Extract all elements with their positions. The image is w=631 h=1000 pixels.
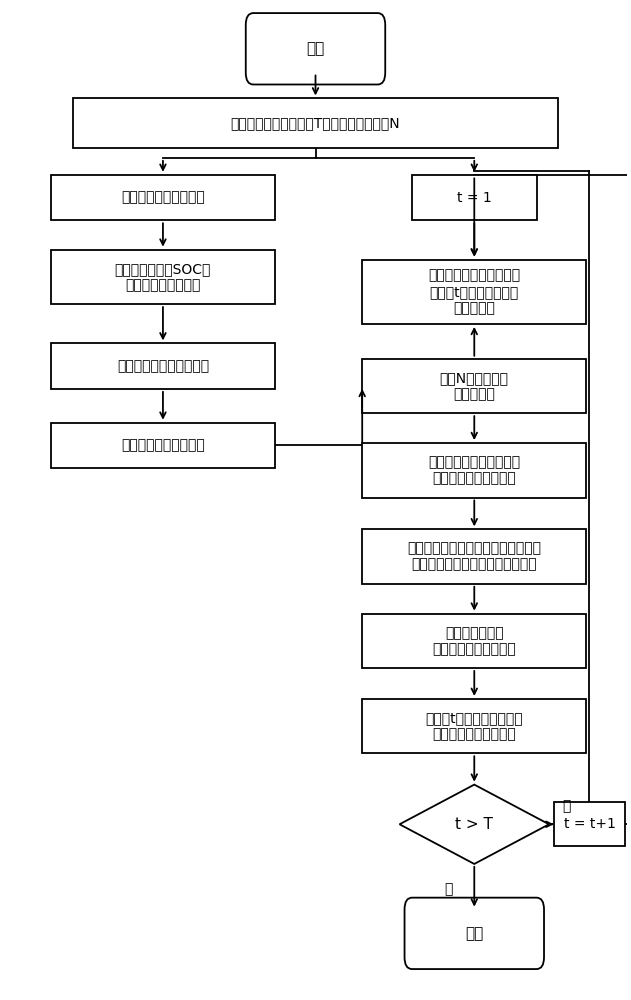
Text: 优化计算，计算
虚拟电厂最优调度方案: 优化计算，计算 虚拟电厂最优调度方案 — [432, 626, 516, 656]
Bar — [362, 614, 586, 668]
Bar — [362, 260, 586, 324]
Text: 否: 否 — [562, 799, 570, 813]
Bar — [362, 699, 586, 753]
Bar — [362, 359, 586, 413]
FancyBboxPatch shape — [404, 898, 544, 969]
Text: 获取电动汽车历史数据: 获取电动汽车历史数据 — [121, 191, 205, 205]
FancyBboxPatch shape — [245, 13, 386, 84]
Bar — [51, 343, 275, 389]
Bar — [73, 98, 558, 148]
Text: 统计第t天日前收益、实时
偏差、总体收益等数据: 统计第t天日前收益、实时 偏差、总体收益等数据 — [425, 711, 523, 741]
Bar — [51, 175, 275, 220]
Bar — [362, 443, 586, 498]
Bar — [553, 802, 625, 846]
Text: 结束: 结束 — [465, 926, 483, 941]
Text: t = t+1: t = t+1 — [563, 817, 615, 831]
Text: 输入运行模拟的总时间T，电动汽车的台数N: 输入运行模拟的总时间T，电动汽车的台数N — [231, 116, 400, 130]
Text: 是: 是 — [444, 882, 452, 896]
Text: 确定随机变量为SOC、
到站时间、出站时间: 确定随机变量为SOC、 到站时间、出站时间 — [115, 262, 211, 292]
Text: 根据虚拟电厂整体约束，求解日前和
实时两阶段市场下的各小时投标量: 根据虚拟电厂整体约束，求解日前和 实时两阶段市场下的各小时投标量 — [407, 541, 541, 572]
Bar — [51, 423, 275, 468]
Text: 根据电动汽车模型和状态
信息，建立充电站模型: 根据电动汽车模型和状态 信息，建立充电站模型 — [428, 455, 521, 485]
Text: t = 1: t = 1 — [457, 191, 492, 205]
Text: t > T: t > T — [456, 817, 493, 832]
Text: 构造随机变量的分布函数: 构造随机变量的分布函数 — [117, 359, 209, 373]
Text: 随机抽取变量的随机数: 随机抽取变量的随机数 — [121, 438, 205, 452]
Polygon shape — [399, 785, 549, 864]
Text: 开始: 开始 — [307, 41, 324, 56]
Text: 模拟N台电动汽车
的状态信息: 模拟N台电动汽车 的状态信息 — [440, 371, 509, 401]
Bar — [362, 529, 586, 584]
Text: 初始化，随机生成多场景
下的第t天的电价、光伏
出力等数据: 初始化，随机生成多场景 下的第t天的电价、光伏 出力等数据 — [428, 269, 521, 315]
Bar — [51, 250, 275, 304]
Bar — [412, 175, 536, 220]
